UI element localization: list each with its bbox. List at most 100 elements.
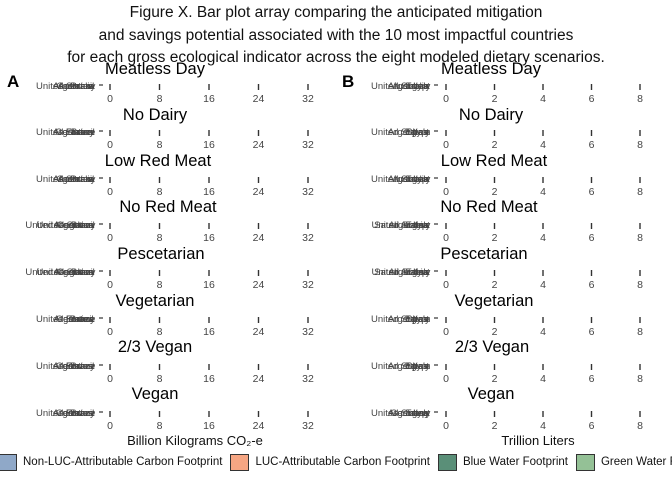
- x-tick-label-a-0-4: 32: [302, 93, 314, 105]
- legend-label-nonluc-carbon: Non-LUC-Attributable Carbon Footprint: [23, 456, 223, 468]
- category-label-b-1-2: Egypt: [405, 127, 430, 138]
- x-tick-label-b-5-1: 2: [492, 326, 498, 338]
- x-tick-label-a-3-0: 0: [107, 232, 113, 244]
- x-tick-label-b-6-0: 0: [443, 373, 449, 385]
- x-tick-label-a-5-4: 32: [302, 326, 314, 338]
- x-tick-label-a-3-2: 16: [203, 232, 215, 244]
- category-label-a-5-4: France: [66, 314, 96, 325]
- panel-b-label: B: [342, 72, 355, 91]
- category-label-b-3-0: Saudi Arabia: [374, 220, 429, 231]
- legend-swatch-green-water: [575, 453, 595, 471]
- category-label-b-2-0: United States: [371, 174, 428, 185]
- category-label-b-5-3: Italy: [412, 314, 430, 325]
- x-tick-label-b-1-4: 8: [637, 139, 643, 151]
- panel-a-label: A: [7, 72, 20, 91]
- category-label-b-2-3: Egypt: [406, 174, 431, 185]
- category-label-b-0-4: Italy: [413, 81, 431, 92]
- category-label-b-6-1: Argentina: [388, 361, 429, 372]
- category-label-a-6-2: Brazil: [70, 361, 94, 372]
- x-tick-label-a-2-2: 16: [203, 186, 215, 198]
- category-label-b-5-4: Spain: [406, 314, 430, 325]
- x-tick-label-b-4-1: 2: [492, 279, 498, 291]
- facet-title-b-7: Vegan: [468, 385, 515, 403]
- category-label-b-7-1: Argentina: [388, 408, 429, 419]
- x-tick-label-a-2-3: 24: [253, 186, 265, 198]
- category-label-a-3-1: United States: [37, 220, 94, 231]
- category-label-b-1-3: Italy: [412, 127, 430, 138]
- facet-title-b-0: Meatless Day: [441, 60, 542, 78]
- category-label-b-7-2: Germany: [390, 408, 429, 419]
- x-tick-label-a-4-4: 32: [302, 279, 314, 291]
- facet-title-b-5: Vegetarian: [455, 292, 534, 310]
- category-label-a-1-3: Brazil: [71, 127, 95, 138]
- x-tick-label-b-3-2: 4: [540, 232, 546, 244]
- category-label-a-5-0: United States: [36, 314, 93, 325]
- legend-item-nonluc-carbon: Non-LUC-Attributable Carbon Footprint: [0, 453, 223, 471]
- facet-title-a-7: Vegan: [132, 385, 179, 403]
- x-tick-label-b-4-3: 6: [589, 279, 595, 291]
- category-label-a-2-3: Australia: [58, 174, 96, 185]
- category-label-b-1-4: Spain: [406, 127, 430, 138]
- x-tick-label-a-0-3: 24: [253, 93, 265, 105]
- category-label-a-4-1: United States: [37, 267, 94, 278]
- x-axis-label-a: Billion Kilograms CO₂-e: [127, 433, 263, 448]
- category-label-b-0-3: Egypt: [406, 81, 431, 92]
- legend-item-blue-water: Blue Water Footprint: [437, 453, 568, 471]
- category-label-b-0-2: Australia: [392, 81, 430, 92]
- category-label-a-0-2: Brazil: [70, 81, 94, 92]
- x-tick-label-b-7-1: 2: [492, 420, 498, 432]
- facet-title-a-1: No Dairy: [123, 106, 188, 124]
- category-label-a-0-3: Australia: [58, 81, 96, 92]
- x-tick-label-a-1-0: 0: [107, 139, 113, 151]
- x-tick-label-b-3-3: 6: [589, 232, 595, 244]
- category-label-b-6-4: Spain: [406, 361, 430, 372]
- x-axis-label-b: Trillion Liters: [501, 433, 575, 448]
- category-label-b-4-0: Saudi Arabia: [374, 267, 429, 278]
- x-tick-label-b-6-1: 2: [492, 373, 498, 385]
- category-label-a-6-3: Germany: [56, 361, 95, 372]
- category-label-a-4-3: Brazil: [71, 267, 95, 278]
- legend-label-green-water: Green Water Footprint: [600, 456, 672, 468]
- figure-title-line-2: and savings potential associated with th…: [98, 27, 574, 44]
- x-tick-label-a-4-0: 0: [107, 279, 113, 291]
- category-label-a-2-1: Argentina: [53, 174, 94, 185]
- category-label-a-3-4: Germany: [56, 220, 95, 231]
- category-label-b-7-3: Egypt: [406, 408, 431, 419]
- category-label-b-1-0: United States: [371, 127, 428, 138]
- x-tick-label-b-4-2: 4: [540, 279, 546, 291]
- x-tick-label-b-6-4: 8: [637, 373, 643, 385]
- category-label-a-7-2: Brazil: [70, 408, 94, 419]
- legend-label-luc-carbon: LUC-Attributable Carbon Footprint: [255, 456, 430, 468]
- x-tick-label-a-6-4: 32: [302, 373, 314, 385]
- x-tick-label-b-0-0: 0: [443, 93, 449, 105]
- category-label-b-1-1: Argentina: [388, 127, 429, 138]
- x-tick-label-a-6-2: 16: [203, 373, 215, 385]
- x-tick-label-b-7-3: 6: [589, 420, 595, 432]
- x-tick-label-b-0-1: 2: [492, 93, 498, 105]
- category-label-a-2-0: United States: [36, 174, 93, 185]
- category-label-b-7-4: Italy: [413, 408, 431, 419]
- facet-title-b-1: No Dairy: [459, 106, 524, 124]
- category-label-b-4-3: Egypt: [406, 267, 431, 278]
- x-tick-label-b-3-0: 0: [443, 232, 449, 244]
- facet-title-a-2: Low Red Meat: [105, 152, 212, 170]
- category-label-a-5-1: Brazil: [70, 314, 94, 325]
- category-label-b-0-1: Argentina: [388, 81, 429, 92]
- category-label-b-6-0: United States: [371, 361, 428, 372]
- x-tick-label-a-7-1: 8: [157, 420, 163, 432]
- x-tick-label-b-4-0: 0: [443, 279, 449, 291]
- legend-item-luc-carbon: LUC-Attributable Carbon Footprint: [230, 453, 430, 471]
- x-tick-label-b-2-0: 0: [443, 186, 449, 198]
- x-tick-label-b-7-2: 4: [540, 420, 546, 432]
- figure-title-line-3: for each gross ecological indicator acro…: [67, 49, 605, 66]
- x-tick-label-b-7-0: 0: [443, 420, 449, 432]
- legend-swatch-blue-water: [437, 453, 457, 471]
- x-tick-label-a-5-2: 16: [203, 326, 215, 338]
- category-label-a-1-4: France: [66, 127, 96, 138]
- category-label-a-0-4: Germany: [56, 81, 95, 92]
- legend-label-blue-water: Blue Water Footprint: [462, 456, 568, 468]
- category-label-a-6-0: United States: [36, 361, 93, 372]
- legend-swatch-luc-carbon: [230, 453, 250, 471]
- x-tick-label-b-0-3: 6: [589, 93, 595, 105]
- x-tick-label-b-2-3: 6: [589, 186, 595, 198]
